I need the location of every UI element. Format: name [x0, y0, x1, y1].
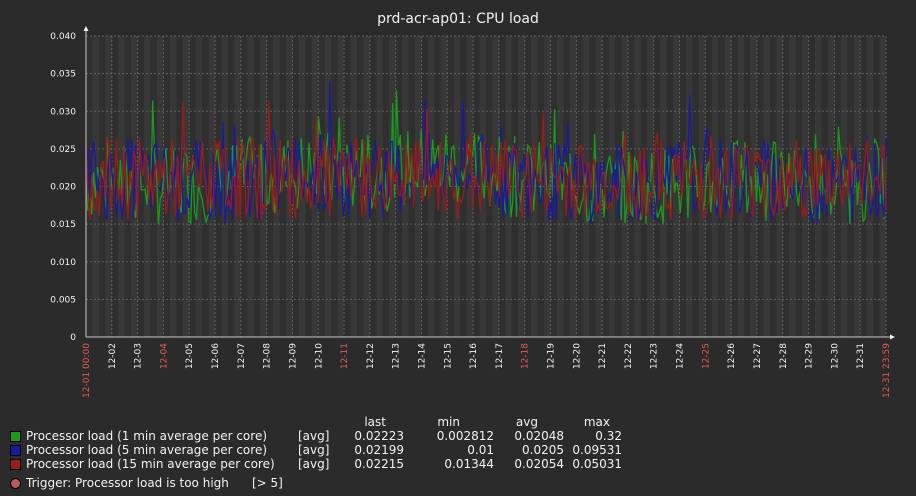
legend: last min avg max Processor load (1 min a… [0, 412, 916, 496]
x-tick-label: 12-18 [521, 343, 531, 369]
x-tick-label: 12-13 [392, 343, 402, 369]
y-tick-label: 0.030 [50, 107, 76, 117]
x-tick-label: 12-31 23:59 [882, 343, 892, 398]
x-tick-label: 12-20 [572, 343, 582, 369]
trigger-label: Trigger: Processor load is too high [26, 476, 229, 490]
legend-swatch [10, 445, 21, 456]
y-tick-label: 0.015 [50, 220, 76, 230]
legend-series-name: Processor load (15 min average per core) [26, 457, 275, 471]
series-group [85, 81, 887, 225]
x-tick-label: 12-24 [676, 343, 686, 369]
x-tick-label: 12-01 00:00 [82, 343, 92, 398]
legend-header-max: max [583, 415, 610, 429]
x-tick-label: 12-10 [314, 343, 324, 369]
x-tick-label: 12-02 [108, 343, 118, 369]
x-tick-label: 12-04 [159, 343, 169, 369]
y-tick-label: 0.010 [50, 258, 76, 268]
legend-max: 0.32 [595, 429, 622, 443]
y-tick-label: 0 [70, 333, 76, 343]
x-tick-label: 12-15 [443, 343, 453, 369]
x-tick-label: 12-29 [805, 343, 815, 369]
x-tick-label: 12-11 [340, 343, 350, 369]
grid-lines [85, 35, 887, 338]
night-band [369, 36, 377, 337]
legend-function: [avg] [298, 457, 330, 471]
night-band [253, 36, 261, 337]
legend-last: 0.02215 [354, 457, 404, 471]
y-tick-label: 0.020 [50, 183, 76, 193]
trigger-icon [10, 478, 21, 489]
legend-header-min: min [437, 415, 460, 429]
night-band [705, 36, 712, 337]
night-band [834, 36, 841, 337]
legend-series-name: Processor load (1 min average per core) [26, 429, 268, 443]
legend-last: 0.02223 [354, 429, 404, 443]
legend-min: 0.01 [467, 443, 494, 457]
y-tick-label: 0.035 [50, 70, 76, 80]
night-band [318, 36, 325, 337]
x-tick-label: 12-23 [650, 343, 660, 369]
y-axis-arrow [83, 26, 89, 31]
x-tick-label: 12-17 [495, 343, 505, 369]
x-axis-arrow [890, 334, 895, 340]
x-tick-label: 12-09 [288, 343, 298, 369]
legend-min: 0.002812 [436, 429, 494, 443]
x-tick-label: 12-27 [753, 343, 763, 369]
legend-header-last: last [364, 415, 386, 429]
legend-row: Processor load (5 min average per core) … [0, 443, 916, 457]
x-tick-label: 12-14 [417, 343, 427, 369]
legend-max: 0.05031 [572, 457, 622, 471]
legend-avg: 0.02054 [514, 457, 564, 471]
night-band [718, 36, 725, 337]
night-band [486, 36, 493, 337]
legend-series-name: Processor load (5 min average per core) [26, 443, 268, 457]
night-band [589, 36, 596, 337]
x-tick-label: 12-12 [366, 343, 376, 369]
legend-function: [avg] [298, 443, 330, 457]
legend-row: Processor load (1 min average per core) … [0, 429, 916, 443]
series-line-3 [85, 101, 887, 220]
y-tick-label: 0.040 [50, 32, 76, 42]
x-tick-label: 12-08 [263, 343, 273, 369]
legend-max: 0.09531 [572, 443, 622, 457]
legend-function: [avg] [298, 429, 330, 443]
x-tick-label: 12-31 [856, 343, 866, 369]
legend-last: 0.02199 [354, 443, 404, 457]
legend-row: Processor load (15 min average per core)… [0, 457, 916, 471]
x-tick-label: 12-30 [830, 343, 840, 369]
trigger-row: Trigger: Processor load is too high [> 5… [0, 476, 916, 490]
x-tick-label: 12-06 [211, 343, 221, 369]
night-band [640, 36, 648, 337]
y-tick-label: 0.025 [50, 145, 76, 155]
x-tick-label: 12-07 [237, 343, 247, 369]
x-tick-label: 12-25 [701, 343, 711, 369]
legend-avg: 0.0205 [522, 443, 564, 457]
night-band [202, 36, 209, 337]
night-band [240, 36, 248, 337]
x-tick-label: 12-26 [727, 343, 737, 369]
x-tick-label: 12-28 [779, 343, 789, 369]
legend-swatch [10, 431, 21, 442]
x-tick-label: 12-05 [185, 343, 195, 369]
legend-header: last min avg max [0, 415, 916, 429]
y-tick-label: 0.005 [50, 295, 76, 305]
chart-title: prd-acr-ap01: CPU load [377, 11, 539, 27]
x-tick-label: 12-16 [469, 343, 479, 369]
axes [83, 26, 895, 340]
x-tick-label: 12-03 [134, 343, 144, 369]
legend-min: 0.01344 [444, 457, 494, 471]
legend-swatch [10, 459, 21, 470]
x-axis-ticks: 12-01 00:00 12-02 12-03 12-04 12-05 12-06 12-0… [82, 343, 892, 398]
x-tick-label: 12-19 [547, 343, 557, 369]
trigger-condition: [> 5] [252, 476, 283, 490]
y-axis-ticks: 0.040 0.035 0.030 0.025 0.020 0.015 0.010 0.005… [50, 32, 76, 343]
legend-avg: 0.02048 [514, 429, 564, 443]
x-tick-label: 12-22 [624, 343, 634, 369]
x-tick-label: 12-21 [598, 343, 608, 369]
legend-header-avg: avg [515, 415, 538, 429]
